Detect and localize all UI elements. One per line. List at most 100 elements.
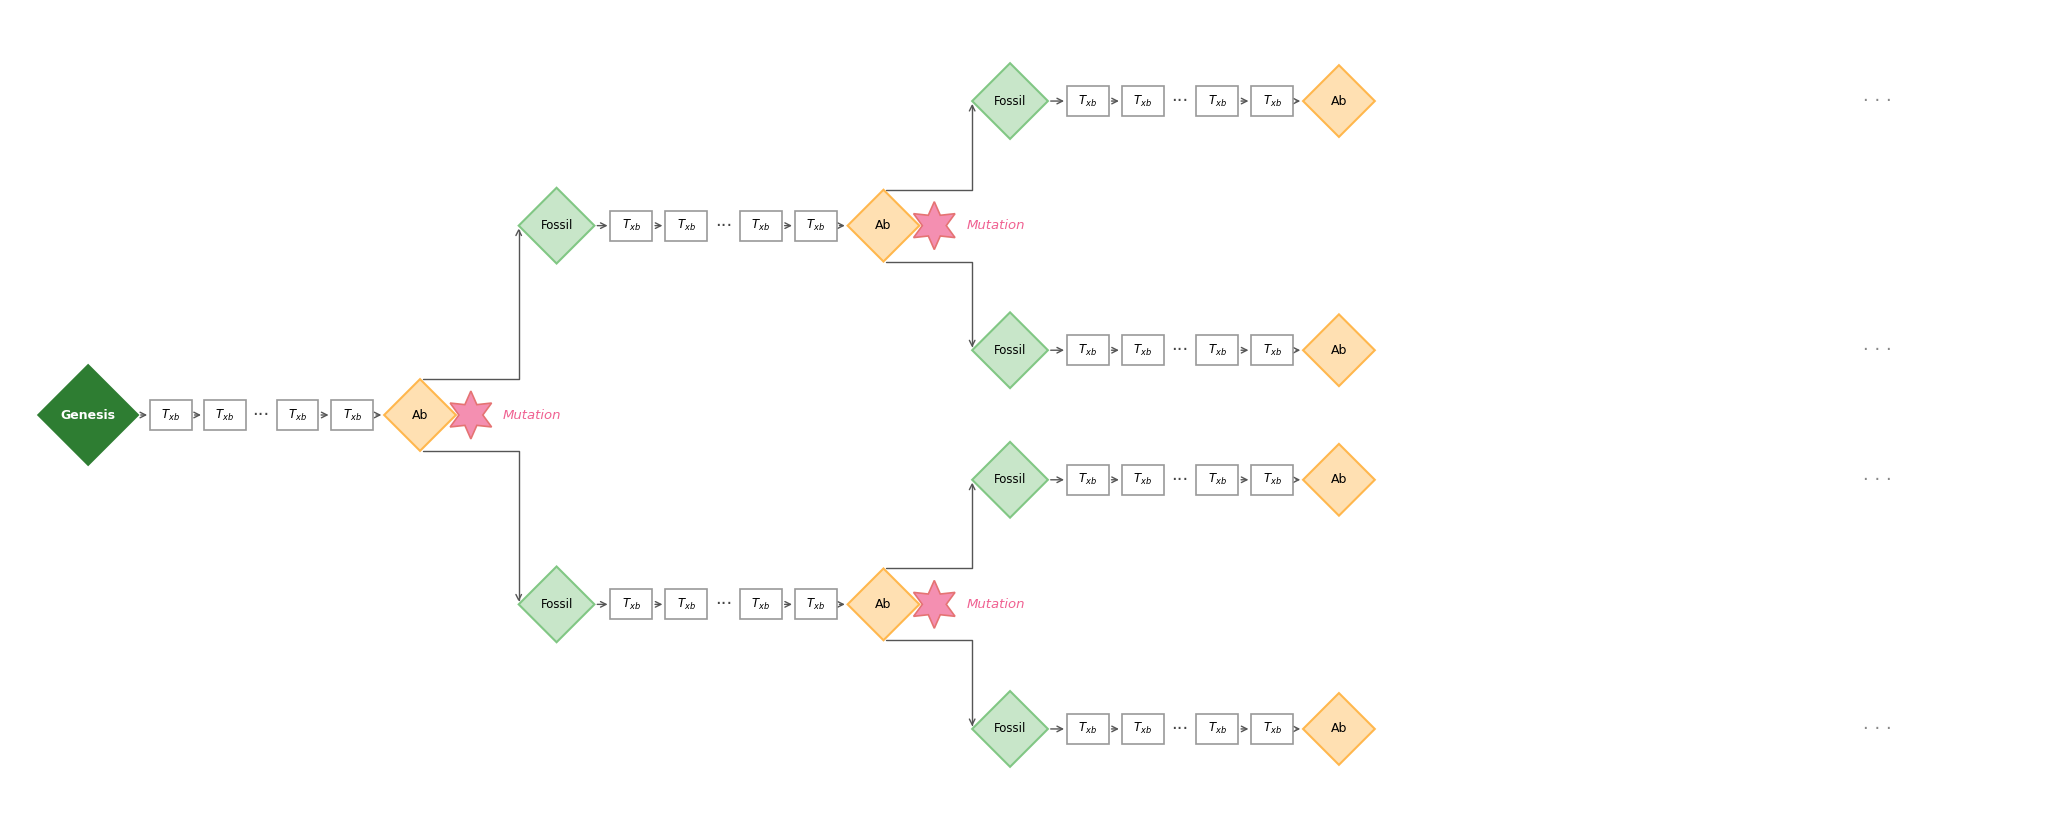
Polygon shape [848, 190, 920, 261]
FancyBboxPatch shape [610, 589, 651, 619]
Text: $T_{xb}$: $T_{xb}$ [1208, 343, 1227, 358]
Text: ···: ··· [252, 406, 270, 424]
Text: $T_{xb}$: $T_{xb}$ [342, 408, 362, 422]
Text: Ab: Ab [1331, 344, 1348, 357]
Text: Fossil: Fossil [993, 95, 1026, 108]
Polygon shape [1303, 66, 1374, 137]
Polygon shape [518, 567, 594, 642]
Text: · · ·: · · · [1864, 720, 1892, 738]
Text: Ab: Ab [1331, 473, 1348, 486]
Text: Fossil: Fossil [993, 722, 1026, 735]
Polygon shape [973, 312, 1049, 388]
FancyBboxPatch shape [610, 211, 651, 241]
Text: ···: ··· [1171, 720, 1188, 738]
Polygon shape [913, 202, 954, 250]
Text: Mutation: Mutation [502, 408, 561, 422]
Text: $T_{xb}$: $T_{xb}$ [1264, 472, 1282, 487]
Text: Fossil: Fossil [993, 473, 1026, 486]
Text: Mutation: Mutation [967, 219, 1024, 232]
FancyBboxPatch shape [1067, 335, 1108, 365]
Text: ···: ··· [1171, 471, 1188, 489]
FancyBboxPatch shape [739, 211, 782, 241]
Text: $T_{xb}$: $T_{xb}$ [1208, 94, 1227, 109]
Text: ···: ··· [1171, 92, 1188, 110]
FancyBboxPatch shape [739, 589, 782, 619]
Text: $T_{xb}$: $T_{xb}$ [1264, 94, 1282, 109]
FancyBboxPatch shape [1122, 86, 1163, 116]
FancyBboxPatch shape [1196, 86, 1239, 116]
Text: Ab: Ab [874, 219, 891, 232]
Polygon shape [973, 63, 1049, 139]
FancyBboxPatch shape [795, 211, 838, 241]
FancyBboxPatch shape [1067, 714, 1108, 744]
Text: $T_{xb}$: $T_{xb}$ [162, 408, 180, 422]
FancyBboxPatch shape [1251, 86, 1292, 116]
Polygon shape [1303, 315, 1374, 386]
Text: Fossil: Fossil [541, 598, 573, 611]
Text: ···: ··· [715, 595, 731, 613]
Text: $T_{xb}$: $T_{xb}$ [676, 597, 696, 612]
FancyBboxPatch shape [1196, 714, 1239, 744]
Text: $T_{xb}$: $T_{xb}$ [1264, 343, 1282, 358]
Text: $T_{xb}$: $T_{xb}$ [1079, 94, 1098, 109]
FancyBboxPatch shape [666, 589, 707, 619]
Text: $T_{xb}$: $T_{xb}$ [1079, 721, 1098, 736]
FancyBboxPatch shape [203, 400, 246, 430]
Text: $T_{xb}$: $T_{xb}$ [623, 597, 641, 612]
Text: $T_{xb}$: $T_{xb}$ [752, 597, 770, 612]
Text: $T_{xb}$: $T_{xb}$ [1208, 472, 1227, 487]
Text: Ab: Ab [1331, 95, 1348, 108]
Polygon shape [973, 442, 1049, 518]
Text: $T_{xb}$: $T_{xb}$ [676, 218, 696, 233]
Polygon shape [973, 691, 1049, 767]
Text: Ab: Ab [412, 408, 428, 422]
Text: Ab: Ab [874, 598, 891, 611]
Polygon shape [1303, 693, 1374, 764]
Text: $T_{xb}$: $T_{xb}$ [1133, 472, 1153, 487]
Text: $T_{xb}$: $T_{xb}$ [1133, 343, 1153, 358]
Text: Genesis: Genesis [61, 408, 115, 422]
Text: Mutation: Mutation [967, 598, 1024, 611]
Polygon shape [1303, 444, 1374, 515]
Text: $T_{xb}$: $T_{xb}$ [623, 218, 641, 233]
Polygon shape [451, 391, 492, 439]
Text: · · ·: · · · [1864, 92, 1892, 110]
Text: ···: ··· [1171, 341, 1188, 359]
FancyBboxPatch shape [1067, 465, 1108, 495]
FancyBboxPatch shape [1122, 335, 1163, 365]
FancyBboxPatch shape [276, 400, 317, 430]
FancyBboxPatch shape [1196, 335, 1239, 365]
FancyBboxPatch shape [1251, 714, 1292, 744]
Text: $T_{xb}$: $T_{xb}$ [1264, 721, 1282, 736]
Text: · · ·: · · · [1864, 471, 1892, 489]
FancyBboxPatch shape [1067, 86, 1108, 116]
Polygon shape [848, 569, 920, 640]
Text: $T_{xb}$: $T_{xb}$ [1079, 472, 1098, 487]
Text: $T_{xb}$: $T_{xb}$ [1133, 721, 1153, 736]
Text: $T_{xb}$: $T_{xb}$ [752, 218, 770, 233]
FancyBboxPatch shape [795, 589, 838, 619]
Text: $T_{xb}$: $T_{xb}$ [1079, 343, 1098, 358]
Text: $T_{xb}$: $T_{xb}$ [807, 218, 825, 233]
FancyBboxPatch shape [1122, 714, 1163, 744]
Text: Ab: Ab [1331, 722, 1348, 735]
Text: ···: ··· [715, 217, 731, 235]
Polygon shape [39, 365, 137, 465]
FancyBboxPatch shape [1251, 465, 1292, 495]
Text: $T_{xb}$: $T_{xb}$ [807, 597, 825, 612]
Text: Fossil: Fossil [993, 344, 1026, 357]
FancyBboxPatch shape [666, 211, 707, 241]
FancyBboxPatch shape [332, 400, 373, 430]
Polygon shape [518, 188, 594, 263]
Polygon shape [913, 580, 954, 628]
FancyBboxPatch shape [150, 400, 193, 430]
FancyBboxPatch shape [1122, 465, 1163, 495]
FancyBboxPatch shape [1251, 335, 1292, 365]
Text: · · ·: · · · [1864, 341, 1892, 359]
Text: $T_{xb}$: $T_{xb}$ [289, 408, 307, 422]
Text: $T_{xb}$: $T_{xb}$ [1208, 721, 1227, 736]
FancyBboxPatch shape [1196, 465, 1239, 495]
Text: Fossil: Fossil [541, 219, 573, 232]
Polygon shape [385, 379, 457, 451]
Text: $T_{xb}$: $T_{xb}$ [1133, 94, 1153, 109]
